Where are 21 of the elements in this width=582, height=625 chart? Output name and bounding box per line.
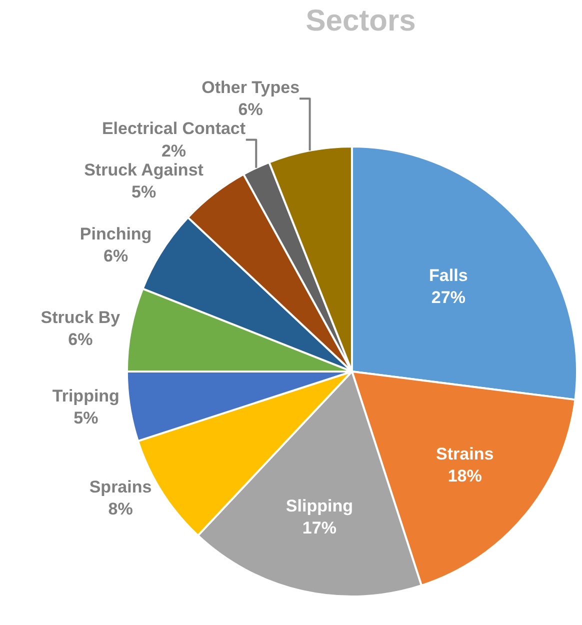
data-label: 18% xyxy=(448,466,482,486)
slice-label: Other Types xyxy=(202,78,300,98)
data-label: 27% xyxy=(431,288,466,308)
slice-label: Sprains xyxy=(89,477,152,496)
slice-label: Strains xyxy=(436,444,494,464)
data-label: 6% xyxy=(238,100,263,120)
chart-title: Sectors xyxy=(306,4,416,38)
data-label: 5% xyxy=(74,408,98,428)
data-label: 8% xyxy=(108,500,133,519)
slice-label: Falls xyxy=(429,266,468,285)
slice-label: Struck By xyxy=(40,308,121,328)
slice-label: Electrical Contact xyxy=(102,119,246,138)
data-label: 5% xyxy=(131,182,156,202)
slice-label: Slipping xyxy=(286,496,353,516)
data-label: 2% xyxy=(161,141,186,160)
data-label: 6% xyxy=(68,330,93,350)
data-label: 6% xyxy=(104,246,128,266)
slice-label: Struck Against xyxy=(84,160,204,180)
data-label: 17% xyxy=(302,518,336,538)
slice-label: Pinching xyxy=(80,224,152,244)
slice-label: Tripping xyxy=(52,386,120,406)
